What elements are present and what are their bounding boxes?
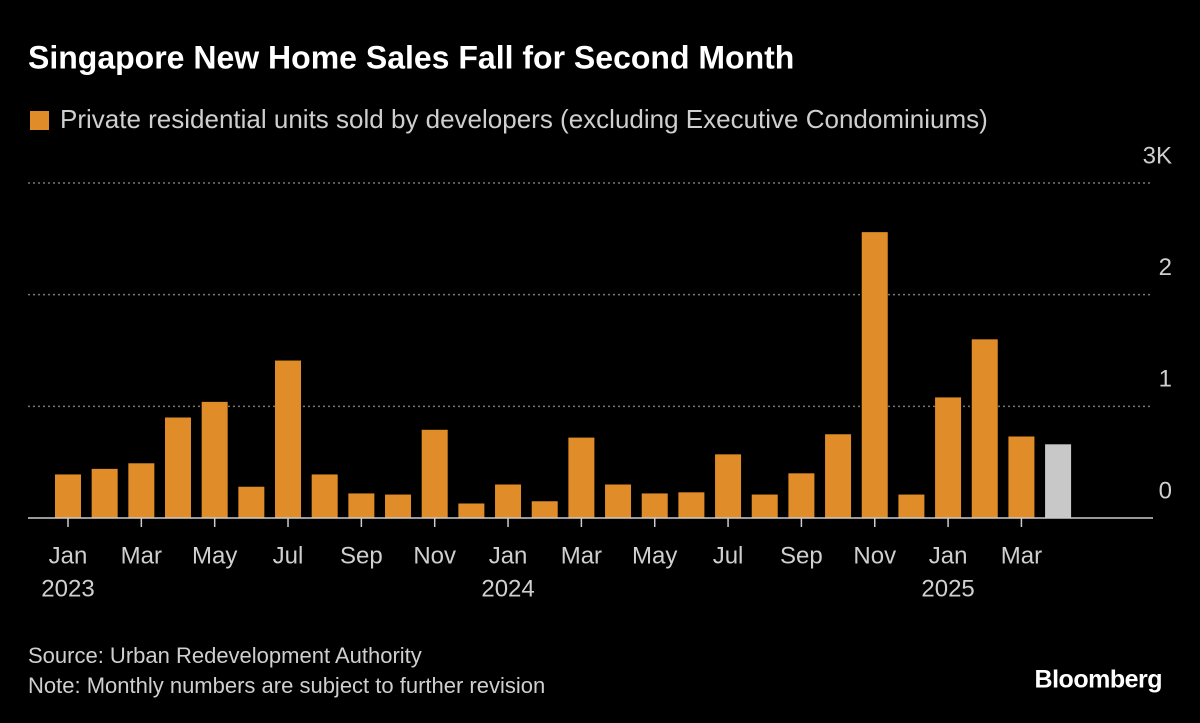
bar: [165, 417, 192, 518]
bar: [128, 463, 155, 518]
x-tick-label: Jul: [713, 542, 744, 569]
x-tick-label: Nov: [413, 542, 456, 569]
bar: [201, 401, 228, 518]
x-tick-label: Mar: [1001, 542, 1042, 569]
x-tick-label: Jan: [49, 542, 88, 569]
bar: [751, 494, 778, 518]
note: Note: Monthly numbers are subject to fur…: [28, 673, 545, 698]
x-tick-label: Nov: [853, 542, 896, 569]
bar: [605, 484, 632, 518]
x-tick-label: Sep: [780, 542, 823, 569]
bar: [678, 492, 705, 518]
bar: [935, 397, 962, 518]
bar: [568, 437, 595, 518]
bar: [715, 454, 742, 518]
x-year-label: 2023: [41, 575, 94, 602]
bar: [641, 493, 668, 518]
bar: [1045, 444, 1072, 518]
bar: [825, 434, 852, 518]
x-tick-label: Mar: [121, 542, 162, 569]
bar: [311, 474, 338, 518]
y-tick-label: 2: [1159, 254, 1172, 281]
chart-title: Singapore New Home Sales Fall for Second…: [28, 39, 794, 75]
bar: [971, 339, 998, 518]
y-tick-label: 1: [1159, 366, 1172, 393]
brand: Bloomberg: [1035, 666, 1162, 694]
x-tick-label: May: [632, 542, 677, 569]
bar: [385, 494, 412, 518]
source: Source: Urban Redevelopment Authority: [28, 643, 422, 668]
bar: [55, 474, 81, 518]
legend-label: Private residential units sold by develo…: [60, 104, 988, 134]
x-year-label: 2025: [921, 575, 974, 602]
bar: [458, 503, 485, 518]
bar: [348, 493, 375, 518]
bar: [238, 486, 265, 518]
x-tick-label: Jan: [929, 542, 968, 569]
bar: [91, 468, 118, 518]
x-year-label: 2024: [481, 575, 534, 602]
bar: [421, 429, 448, 518]
bar: [788, 473, 815, 518]
bar: [898, 494, 925, 518]
bar: [861, 232, 888, 518]
legend-swatch: [30, 111, 49, 130]
y-tick-label: 3K: [1143, 142, 1172, 169]
x-tick-label: Sep: [340, 542, 383, 569]
bar: [1008, 436, 1035, 518]
x-tick-label: Jul: [273, 542, 304, 569]
x-tick-label: May: [192, 542, 237, 569]
x-tick-label: Jan: [489, 542, 528, 569]
x-tick-label: Mar: [561, 542, 602, 569]
y-tick-label: 0: [1159, 477, 1172, 504]
bar: [275, 360, 302, 518]
bar: [495, 484, 522, 518]
bar: [531, 501, 558, 518]
